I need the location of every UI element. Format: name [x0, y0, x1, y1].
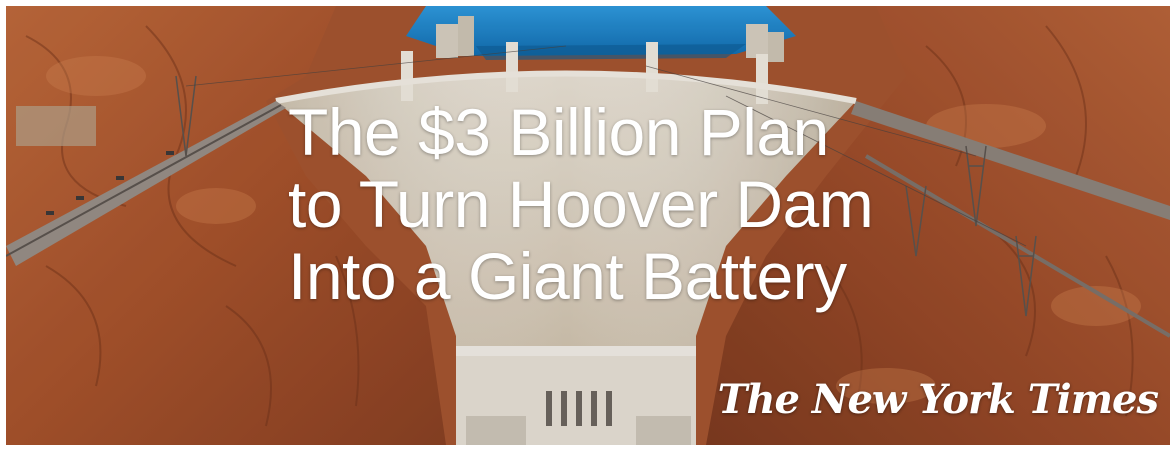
headline-line-3: Into a Giant Battery [288, 239, 847, 313]
dam-scene-illustration [6, 6, 1170, 445]
hoover-dam-photo [6, 6, 1170, 445]
nyt-logo: The New York Times [717, 376, 1159, 423]
headline-line-1: The $3 Billion Plan [288, 95, 829, 169]
headline: The $3 Billion Plan to Turn Hoover Dam I… [288, 95, 874, 313]
headline-line-2: to Turn Hoover Dam [288, 167, 874, 241]
